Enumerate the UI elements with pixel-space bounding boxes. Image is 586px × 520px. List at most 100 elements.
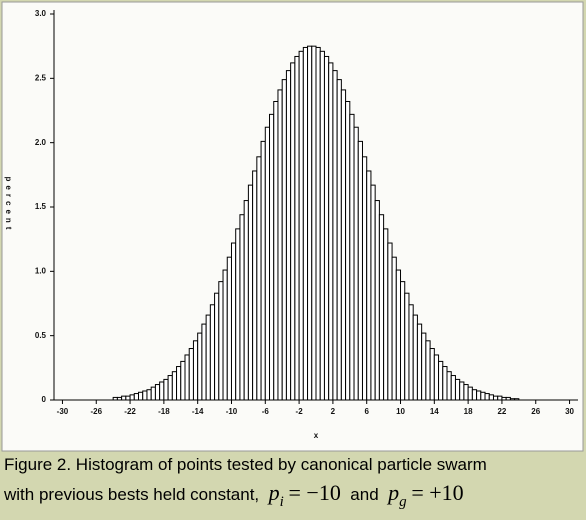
bar — [357, 140, 363, 401]
bar — [408, 304, 414, 401]
y-tick-label: 2.5 — [35, 73, 47, 82]
bar — [214, 292, 220, 401]
bar — [497, 395, 503, 401]
bar — [454, 378, 461, 401]
bar — [378, 214, 385, 401]
bar — [243, 200, 249, 401]
caption-line-2: with previous bests held constant, pi = … — [4, 480, 464, 510]
x-tick-label: 22 — [497, 407, 506, 416]
bar — [235, 228, 241, 401]
bar — [222, 269, 228, 401]
y-tick-label: 0.5 — [35, 331, 47, 340]
bar — [387, 242, 393, 401]
bar — [400, 281, 406, 401]
y-tick-label: 3.0 — [35, 9, 47, 18]
bar — [336, 79, 342, 401]
bar — [480, 391, 486, 401]
y-tick-label: 0 — [42, 395, 47, 404]
x-tick-label: -6 — [262, 407, 270, 416]
x-tick-label: -14 — [192, 407, 204, 416]
bar — [167, 375, 173, 401]
math-eq: = +10 — [411, 480, 464, 505]
x-axis-label: x — [314, 431, 319, 440]
bar — [197, 332, 203, 401]
bar — [328, 62, 334, 401]
bar — [514, 398, 520, 401]
y-tick-label: 2.0 — [35, 138, 47, 147]
bar — [370, 184, 376, 401]
bar — [366, 170, 372, 401]
bar — [138, 391, 144, 401]
math-eq: = −10 — [288, 480, 341, 505]
bar — [290, 62, 296, 401]
bar — [501, 396, 507, 401]
bar — [146, 389, 152, 401]
bar — [509, 398, 516, 401]
x-tick-label: 14 — [430, 407, 439, 416]
bar — [307, 45, 313, 401]
bar — [154, 384, 161, 401]
bar — [425, 340, 431, 401]
bar — [180, 360, 186, 401]
bar — [463, 384, 469, 401]
bar — [239, 214, 245, 401]
bar — [230, 242, 237, 401]
bar — [492, 395, 499, 401]
x-tick-label: -30 — [57, 407, 69, 416]
bar — [391, 256, 397, 401]
bar — [260, 140, 266, 401]
bar — [129, 394, 135, 401]
bar — [116, 396, 123, 401]
bar — [319, 50, 325, 401]
bar — [277, 89, 283, 401]
x-tick-label: -26 — [90, 407, 102, 416]
bar — [269, 113, 275, 401]
bar — [353, 126, 359, 401]
bar — [163, 378, 169, 401]
bar — [374, 200, 380, 401]
bar — [264, 126, 271, 401]
bar — [205, 314, 211, 401]
bar — [201, 323, 207, 401]
bar — [184, 354, 190, 401]
bar — [192, 340, 199, 401]
math-sub: i — [279, 494, 284, 510]
bar — [256, 156, 262, 401]
bar — [484, 393, 490, 401]
y-tick-label: 1.5 — [35, 202, 47, 211]
bar — [404, 292, 410, 401]
y-tick-label: 1.0 — [35, 266, 47, 275]
x-tick-label: 10 — [396, 407, 405, 416]
bar — [125, 395, 131, 401]
math-sub: g — [399, 494, 407, 510]
bar — [416, 323, 423, 401]
bar — [285, 70, 292, 401]
bar — [176, 366, 182, 401]
bar — [171, 371, 178, 401]
x-tick-label: -10 — [226, 407, 238, 416]
bar — [247, 184, 254, 401]
bar — [459, 381, 465, 401]
bar — [159, 381, 165, 401]
bar — [395, 269, 402, 401]
x-tick-label: -18 — [158, 407, 170, 416]
caption-line-1: Figure 2. Histogram of points tested by … — [4, 455, 487, 474]
bar — [505, 396, 511, 401]
bar — [298, 50, 304, 401]
bar — [273, 100, 279, 401]
math-p: p — [388, 480, 400, 505]
bar — [349, 113, 355, 401]
bar — [340, 89, 347, 401]
math-p: p — [268, 480, 280, 505]
bar — [383, 228, 389, 401]
x-tick-label: -22 — [124, 407, 136, 416]
bar — [446, 371, 452, 401]
bar — [442, 366, 448, 401]
bar — [188, 348, 194, 401]
bar — [450, 375, 456, 401]
bar — [281, 79, 287, 401]
bar — [121, 395, 127, 401]
bar — [209, 304, 216, 401]
x-tick-label: 2 — [331, 407, 336, 416]
bar — [252, 170, 258, 401]
